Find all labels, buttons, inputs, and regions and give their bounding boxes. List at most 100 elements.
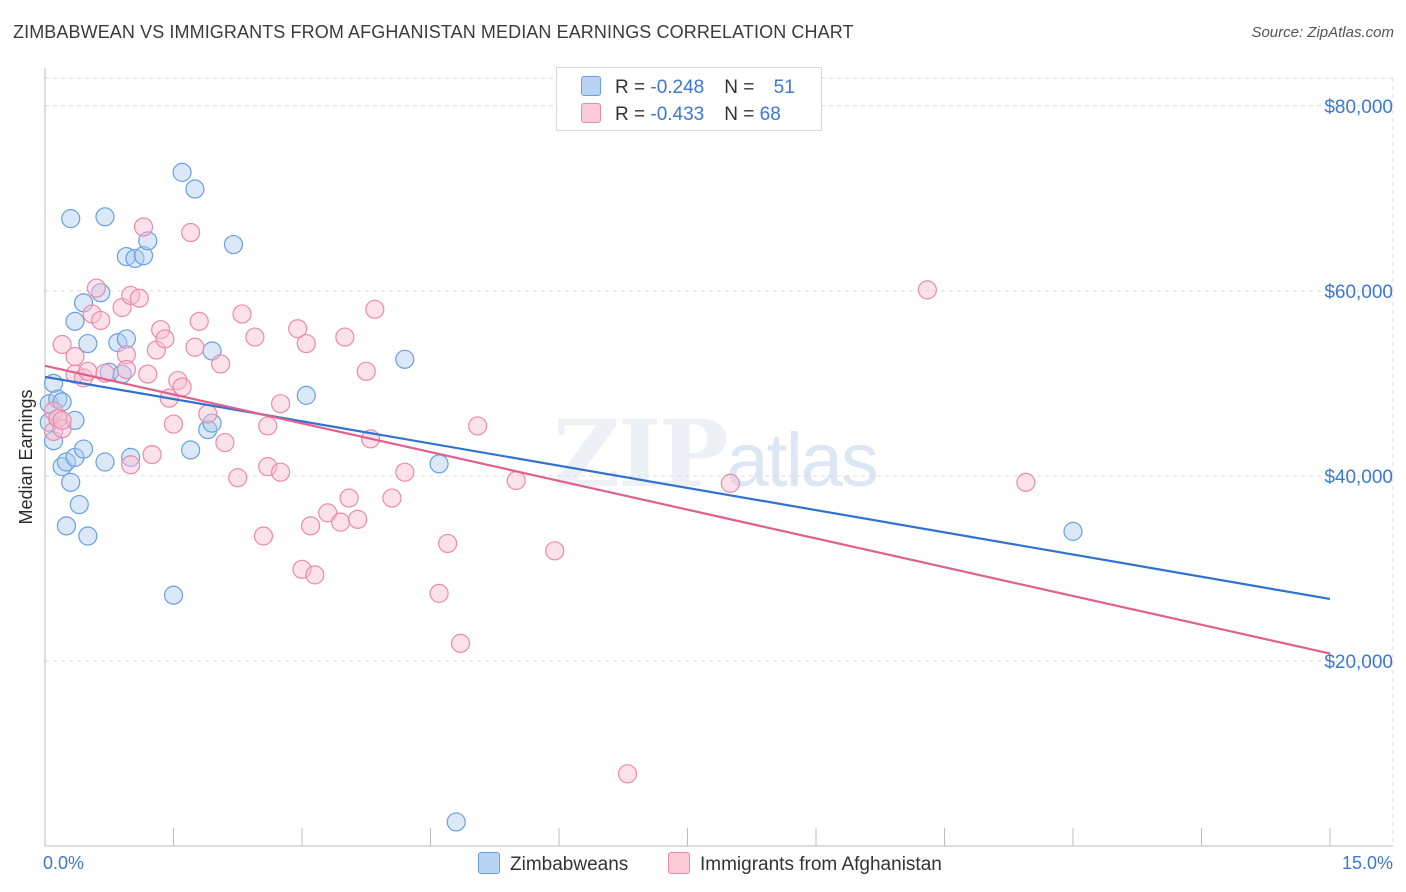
afghanistan-point xyxy=(1016,472,1036,492)
afghanistan-point xyxy=(429,583,449,603)
afghanistan-point xyxy=(185,337,205,357)
gridlines xyxy=(45,77,1394,846)
legend-r-label: R = xyxy=(615,77,651,98)
legend-n-label: N = xyxy=(724,77,760,98)
afghanistan-point xyxy=(142,444,162,465)
afghanistan-point xyxy=(52,334,72,355)
x-tick-label: 15.0% xyxy=(1342,853,1393,873)
afghanistan-point xyxy=(339,488,359,508)
zimbabwean-point xyxy=(395,349,415,369)
zimbabwean-point xyxy=(296,385,316,405)
bottom-legend-swatch-pink xyxy=(668,852,690,874)
afghanistan-point xyxy=(468,416,488,436)
afghanistan-point xyxy=(65,346,85,367)
afghanistan-point xyxy=(305,565,325,585)
zimbabwean-point xyxy=(446,812,466,832)
legend-row-zimbabweans: R = -0.248 N = 51 xyxy=(581,76,795,99)
legend-row-afghanistan: R = -0.433 N = 68 xyxy=(581,103,781,126)
afghanistan-point xyxy=(215,432,235,453)
zimbabwean-trend-line xyxy=(44,375,1331,601)
afghanistan-point xyxy=(365,299,385,319)
zimbabwean-point xyxy=(429,454,449,474)
zimbabwean-point xyxy=(65,311,85,331)
afghanistan-point xyxy=(300,516,321,536)
bottom-legend-zimbabweans: Zimbabweans xyxy=(478,852,628,876)
tick-labels: $20,000 $40,000 $60,000 $80,000 0.0% 15.0% xyxy=(43,97,1393,873)
data-points xyxy=(39,162,1083,832)
zimbabwean-point xyxy=(163,585,184,605)
afghanistan-point xyxy=(151,320,171,340)
x-tick-label: 0.0% xyxy=(43,853,84,873)
afghanistan-point xyxy=(318,503,338,523)
afghanistan-point xyxy=(91,310,111,331)
legend-r-value: -0.248 xyxy=(650,77,705,98)
afghanistan-point xyxy=(438,533,458,554)
afghanistan-point xyxy=(116,359,136,380)
afghanistan-point xyxy=(163,414,184,434)
afghanistan-point xyxy=(270,462,291,482)
afghanistan-point xyxy=(129,288,149,308)
zimbabwean-point xyxy=(185,179,205,199)
bottom-legend-label: Zimbabweans xyxy=(510,854,629,875)
afghanistan-point xyxy=(270,394,291,414)
afghanistan-point xyxy=(181,222,201,243)
y-axis-label: Median Earnings xyxy=(16,389,36,524)
afghanistan-point xyxy=(228,468,248,488)
zimbabwean-point xyxy=(202,413,222,433)
afghanistan-point xyxy=(189,311,209,331)
afghanistan-point xyxy=(86,278,107,298)
afghanistan-point xyxy=(245,327,265,347)
afghanistan-point xyxy=(133,217,154,237)
zimbabwean-point xyxy=(61,472,81,492)
afghanistan-trend-line xyxy=(44,364,1331,655)
afghanistan-point xyxy=(138,364,158,384)
afghanistan-point xyxy=(335,327,355,347)
legend-n-label: N = xyxy=(724,104,760,125)
zimbabwean-point xyxy=(181,440,201,460)
afghanistan-point xyxy=(506,470,526,491)
afghanistan-point xyxy=(211,354,231,374)
zimbabwean-point xyxy=(121,447,141,467)
afghanistan-point xyxy=(258,416,278,436)
y-tick-label: $60,000 xyxy=(1324,282,1393,303)
afghanistan-point xyxy=(395,462,415,482)
afghanistan-point xyxy=(52,419,72,439)
afghanistan-point xyxy=(356,361,376,381)
legend-n-value: 68 xyxy=(759,104,781,125)
afghanistan-point xyxy=(253,526,274,546)
legend-n-value: 51 xyxy=(773,77,795,98)
bottom-legend-label: Immigrants from Afghanistan xyxy=(700,854,942,875)
afghanistan-point xyxy=(917,280,937,300)
afghanistan-point xyxy=(450,633,471,653)
afghanistan-point xyxy=(720,473,740,493)
axes xyxy=(44,68,1393,847)
zimbabwean-point xyxy=(116,329,136,349)
afghanistan-point xyxy=(121,455,141,475)
source-label: Source: ZipAtlas.com xyxy=(1251,24,1394,41)
correlation-legend: R = -0.248 N = 51 R = -0.433 N = 68 xyxy=(556,67,822,131)
zimbabwean-point xyxy=(95,452,115,472)
watermark-atlas: atlas xyxy=(726,418,879,503)
y-tick-label: $20,000 xyxy=(1324,652,1393,673)
afghanistan-point xyxy=(382,488,402,508)
zimbabwean-point xyxy=(172,162,192,182)
legend-swatch-pink xyxy=(581,103,601,123)
zimbabwean-point xyxy=(1063,521,1083,541)
chart-title: ZIMBABWEAN VS IMMIGRANTS FROM AFGHANISTA… xyxy=(13,22,854,42)
bottom-legend-swatch-blue xyxy=(478,852,500,874)
zimbabwean-point xyxy=(133,246,154,266)
y-tick-label: $40,000 xyxy=(1324,467,1393,488)
trend-lines xyxy=(44,364,1331,655)
afghanistan-point xyxy=(232,304,252,324)
afghanistan-point xyxy=(288,319,308,339)
bottom-legend-afghanistan: Immigrants from Afghanistan xyxy=(668,852,942,876)
afghanistan-point xyxy=(198,404,218,424)
afghanistan-point xyxy=(330,512,351,532)
legend-r-label: R = xyxy=(615,104,651,125)
zimbabwean-point xyxy=(61,209,81,229)
afghanistan-point xyxy=(172,377,192,397)
afghanistan-point xyxy=(545,541,565,561)
afghanistan-point xyxy=(296,333,316,354)
afghanistan-point xyxy=(52,410,72,430)
